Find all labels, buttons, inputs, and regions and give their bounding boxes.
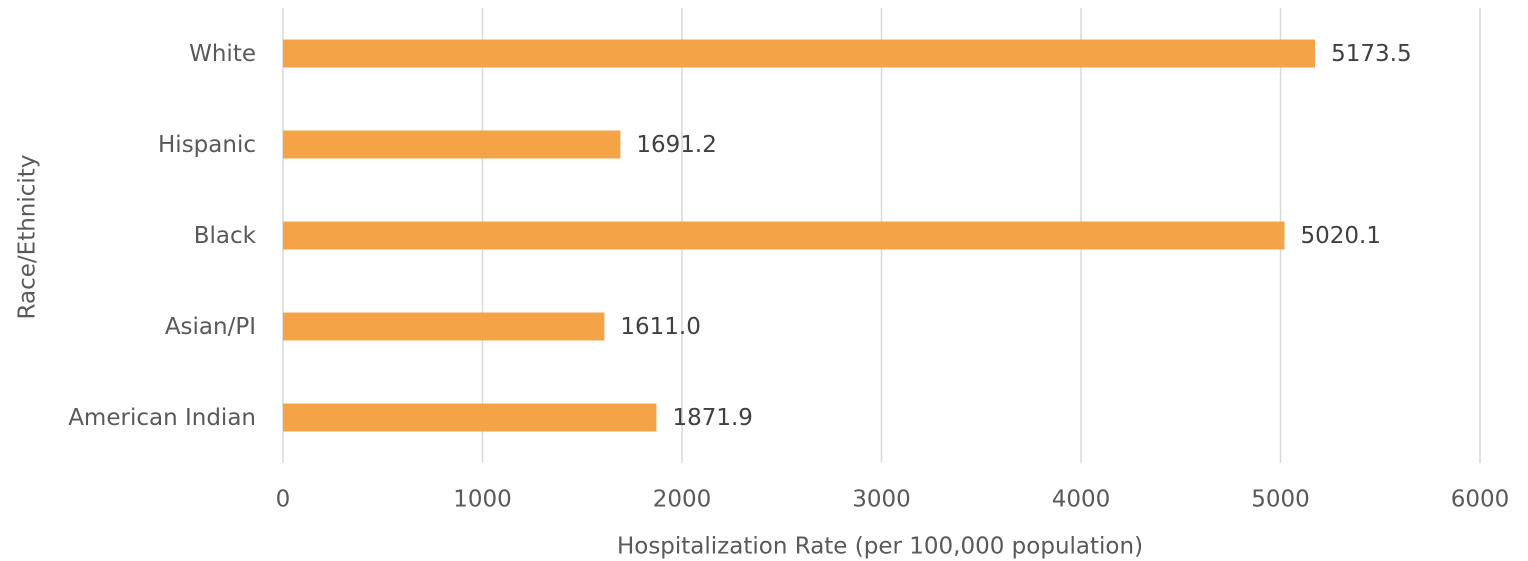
y-tick-label: Black bbox=[194, 223, 257, 249]
bar bbox=[283, 221, 1285, 250]
y-tick-label: Hispanic bbox=[158, 132, 256, 158]
value-label: 1611.0 bbox=[620, 314, 700, 340]
x-tick-label: 0 bbox=[276, 487, 291, 513]
x-axis-label: Hospitalization Rate (per 100,000 popula… bbox=[617, 534, 1143, 560]
x-tick-label: 3000 bbox=[852, 487, 911, 513]
bar bbox=[283, 312, 605, 341]
x-tick-label: 2000 bbox=[653, 487, 712, 513]
bar bbox=[283, 130, 621, 159]
y-tick-label: American Indian bbox=[68, 405, 256, 431]
bar bbox=[283, 403, 657, 432]
value-label: 1871.9 bbox=[672, 405, 752, 431]
value-label: 1691.2 bbox=[636, 132, 716, 158]
x-tick-label: 1000 bbox=[453, 487, 512, 513]
y-tick-label: Asian/PI bbox=[165, 314, 256, 340]
x-tick-label: 5000 bbox=[1251, 487, 1310, 513]
bar bbox=[283, 39, 1316, 68]
value-label: 5173.5 bbox=[1331, 41, 1411, 67]
y-tick-label: White bbox=[189, 41, 256, 67]
y-axis-label: Race/Ethnicity bbox=[15, 155, 41, 320]
x-tick-label: 6000 bbox=[1451, 487, 1510, 513]
x-tick-label: 4000 bbox=[1052, 487, 1111, 513]
value-label: 5020.1 bbox=[1301, 223, 1381, 249]
